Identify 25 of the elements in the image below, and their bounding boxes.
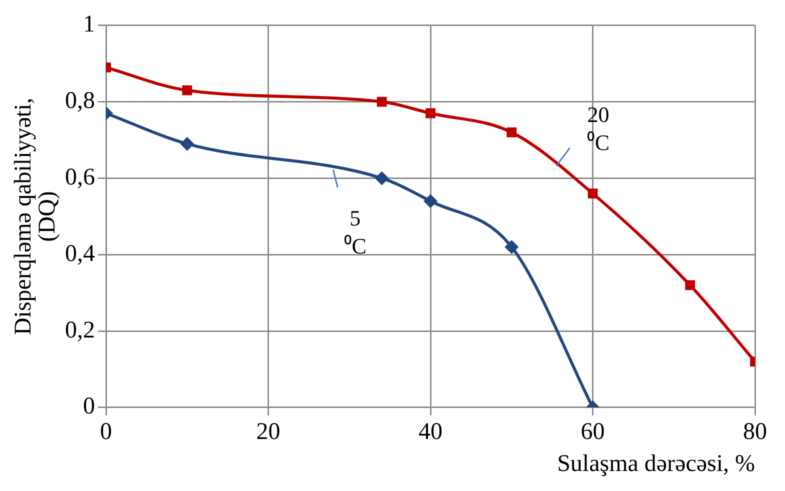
y-tick-label: 0,2 <box>65 317 95 344</box>
point <box>374 171 389 186</box>
point <box>180 136 194 151</box>
point <box>376 96 387 107</box>
point <box>506 127 517 138</box>
x-tick-label: 40 <box>418 419 442 446</box>
series-label: 20 ⁰C <box>586 102 610 155</box>
point <box>504 240 519 254</box>
x-tick-label: 60 <box>580 419 605 446</box>
x-tick-label: 0 <box>100 419 112 446</box>
point <box>685 280 696 290</box>
point <box>424 194 438 208</box>
x-axis-title: Sulaşma dərəcəsi, % <box>557 450 755 477</box>
series-label: 5 ⁰C <box>344 205 366 258</box>
y-axis-title: Disperqləmə qabiliyyəti, (DQ) <box>10 98 60 336</box>
x-tick-label: 20 <box>256 419 280 446</box>
point <box>588 188 598 198</box>
y-tick-label: 1 <box>83 12 95 38</box>
y-tick-label: 0,8 <box>65 88 95 114</box>
y-tick-label: 0,6 <box>65 164 95 190</box>
y-tick-label: 0,4 <box>65 240 95 267</box>
point <box>182 85 192 96</box>
y-tick-label: 0 <box>83 394 95 420</box>
x-tick-label: 80 <box>743 419 767 446</box>
point <box>426 108 436 118</box>
